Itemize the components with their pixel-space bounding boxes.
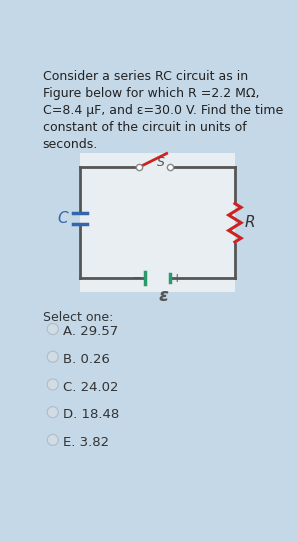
Text: −: − [132, 272, 143, 285]
Text: B. 0.26: B. 0.26 [63, 353, 110, 366]
Text: Consider a series RC circuit as in
Figure below for which R =2.2 MΩ,
C=8.4 μF, a: Consider a series RC circuit as in Figur… [43, 70, 283, 150]
Text: ε: ε [159, 287, 169, 306]
Circle shape [47, 324, 58, 334]
Text: R: R [245, 215, 256, 230]
Circle shape [47, 379, 58, 390]
Circle shape [49, 353, 57, 361]
Text: E. 3.82: E. 3.82 [63, 436, 109, 449]
Circle shape [49, 325, 57, 333]
Text: S: S [157, 156, 164, 169]
Text: A. 29.57: A. 29.57 [63, 325, 118, 338]
Text: +: + [172, 272, 183, 285]
Text: C. 24.02: C. 24.02 [63, 381, 118, 394]
Text: D. 18.48: D. 18.48 [63, 408, 119, 421]
Circle shape [47, 351, 58, 362]
Text: Select one:: Select one: [44, 311, 114, 324]
Text: C: C [58, 211, 68, 226]
Circle shape [49, 408, 57, 417]
Circle shape [47, 434, 58, 445]
Circle shape [49, 380, 57, 388]
Circle shape [49, 436, 57, 444]
FancyBboxPatch shape [80, 154, 235, 292]
Circle shape [47, 407, 58, 418]
